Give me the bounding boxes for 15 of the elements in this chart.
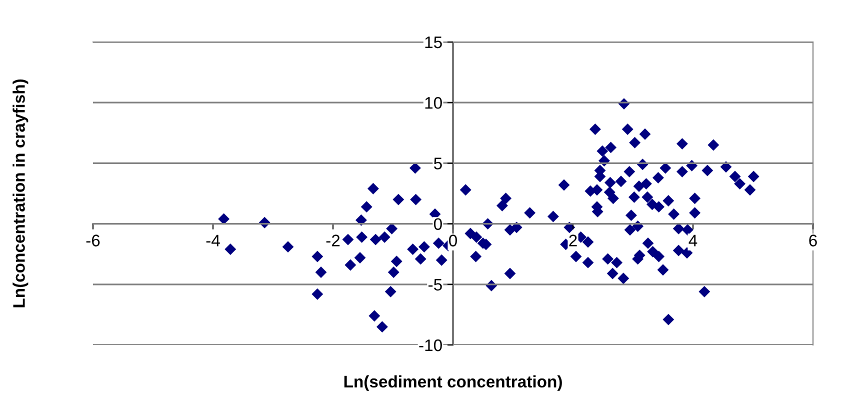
- x-tick-label: 6: [809, 234, 817, 246]
- y-axis-title: Ln(concentration in crayfish): [12, 79, 28, 308]
- x-tick-label: -4: [206, 234, 220, 246]
- x-tick-label: 0: [449, 234, 457, 246]
- x-tick-label: -6: [86, 234, 100, 246]
- y-tick-label: 15: [425, 36, 442, 48]
- y-tick-label: 5: [434, 158, 442, 170]
- x-axis-title: Ln(sediment concentration): [344, 375, 562, 391]
- x-tick-label: 4: [688, 234, 698, 246]
- x-tick-label: 2: [569, 234, 577, 246]
- y-tick-label: 10: [425, 97, 442, 109]
- x-tick-label: -2: [326, 234, 340, 246]
- y-tick-label: -5: [428, 278, 442, 291]
- y-tick-label: 0: [434, 218, 442, 230]
- y-tick-label: -10: [419, 339, 442, 352]
